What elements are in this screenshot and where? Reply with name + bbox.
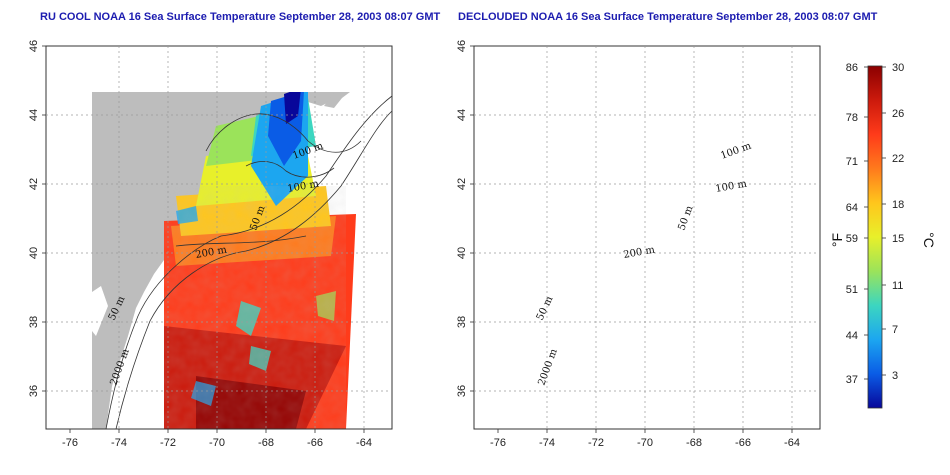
celsius-tick-label: 3: [892, 370, 898, 382]
lat-tick-label: 36: [28, 385, 40, 397]
fahrenheit-tick-label: 59: [846, 233, 858, 245]
fahrenheit-tick-label: 71: [846, 156, 858, 168]
lat-tick-label: 46: [28, 40, 40, 52]
lon-tick-label: -66: [307, 437, 323, 449]
lon-tick-label: -72: [160, 437, 176, 449]
lon-tick-label: -76: [490, 437, 506, 449]
fahrenheit-tick-label: 78: [846, 112, 858, 124]
lon-tick-label: -68: [686, 437, 702, 449]
lat-tick-label: 42: [456, 178, 468, 190]
lat-tick-label: 38: [28, 316, 40, 328]
fahrenheit-tick-label: 37: [846, 374, 858, 386]
celsius-tick-label: 7: [892, 324, 898, 336]
land-mass: [92, 92, 349, 429]
panel-title-raw: RU COOL NOAA 16 Sea Surface Temperature …: [40, 11, 441, 23]
colorbar-gradient: [867, 65, 883, 409]
bathymetry-contours: [105, 95, 393, 430]
celsius-tick-label: 30: [892, 62, 904, 74]
lon-tick-label: -72: [588, 437, 604, 449]
celsius-tick-label: 15: [892, 233, 904, 245]
lat-tick-label: 44: [28, 109, 40, 121]
lon-tick-label: -74: [111, 437, 127, 449]
lat-tick-label: 38: [456, 316, 468, 328]
celsius-tick-label: 26: [892, 108, 904, 120]
fahrenheit-tick-label: 51: [846, 284, 858, 296]
lat-tick-label: 44: [456, 109, 468, 121]
panel-title-declouded: DECLOUDED NOAA 16 Sea Surface Temperatur…: [458, 11, 878, 23]
lon-tick-label: -74: [539, 437, 555, 449]
lon-tick-label: -64: [356, 437, 372, 449]
lat-tick-label: 40: [456, 247, 468, 259]
fahrenheit-unit-label: °F: [829, 233, 845, 247]
colorbar: 86 78 71 64 59 51 44 37 30 26 22 18 15 11 7 3 °F °C: [829, 62, 937, 409]
lon-tick-label: -68: [258, 437, 274, 449]
lon-tick-label: -70: [209, 437, 225, 449]
lat-tick-label: 36: [456, 385, 468, 397]
lon-tick-label: -70: [637, 437, 653, 449]
lat-tick-label: 42: [28, 178, 40, 190]
celsius-tick-label: 18: [892, 199, 904, 211]
fahrenheit-tick-label: 64: [846, 202, 858, 214]
lon-tick-label: -76: [62, 437, 78, 449]
celsius-tick-label: 22: [892, 153, 904, 165]
celsius-tick-label: 11: [892, 280, 903, 292]
lon-tick-label: -64: [784, 437, 800, 449]
lat-tick-label: 40: [28, 247, 40, 259]
fahrenheit-tick-label: 86: [846, 62, 858, 74]
celsius-unit-label: °C: [921, 232, 937, 248]
fahrenheit-tick-label: 44: [846, 330, 858, 342]
lon-tick-label: -66: [735, 437, 751, 449]
lat-tick-label: 46: [456, 40, 468, 52]
